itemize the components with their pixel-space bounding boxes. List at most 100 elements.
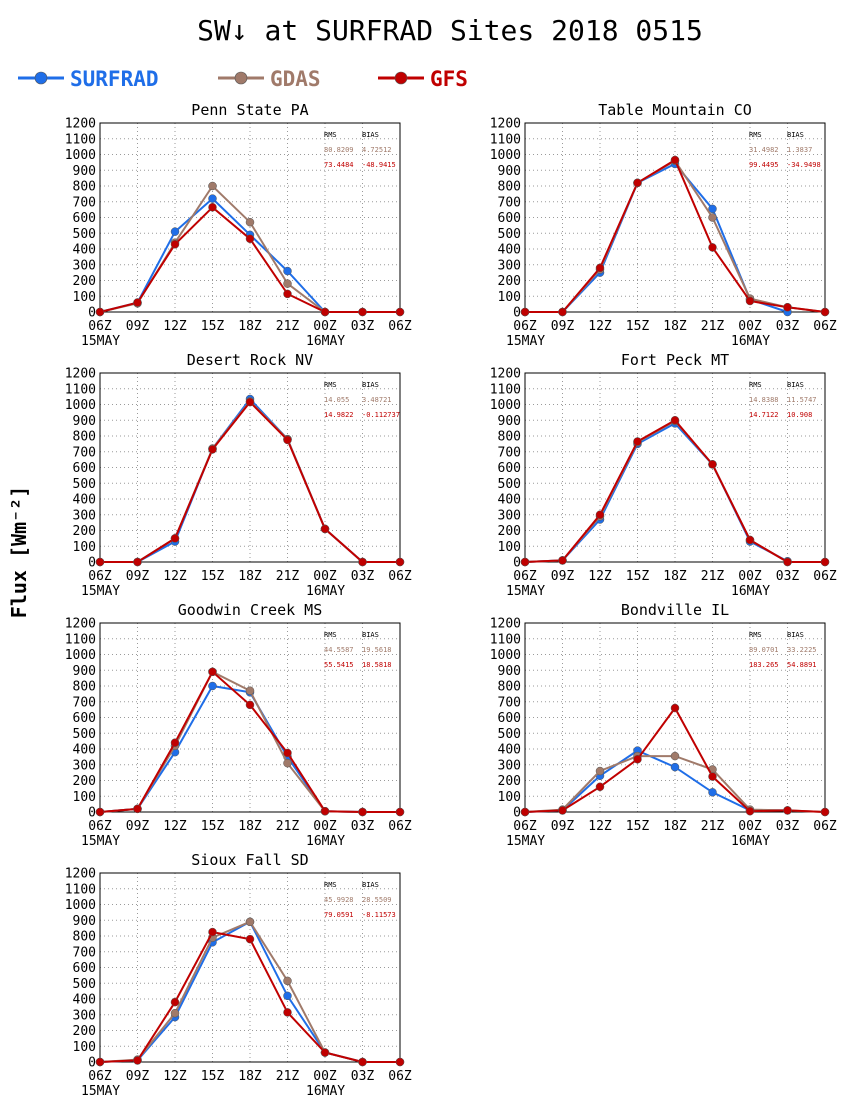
x-tick-label: 15Z [626,319,650,334]
data-point-gfs [595,263,605,273]
data-point-gdas [283,279,292,288]
x-tick-label: 06Z [88,1069,112,1084]
y-tick-label: 900 [498,164,521,179]
y-tick-label: 0 [513,806,521,821]
date-label: 15MAY [506,334,545,349]
stats-header-bias: BIAS [362,131,379,139]
x-tick-label: 06Z [513,569,537,584]
data-point-surfrad [208,194,217,203]
data-point-gfs [670,416,680,425]
y-tick-label: 200 [498,774,521,789]
date-label: 16MAY [306,584,345,599]
y-tick-label: 100 [73,790,96,805]
x-tick-label: 21Z [701,319,725,334]
data-point-gdas [283,758,292,768]
y-tick-label: 100 [73,1040,96,1055]
stats-header-rms: RMS [324,631,337,639]
data-point-gfs [520,307,530,317]
y-tick-label: 200 [73,774,96,789]
panel-title: Desert Rock NV [187,351,313,369]
stats-gdas-bias: 3.48721 [362,396,392,404]
x-tick-label: 18Z [663,569,687,584]
y-tick-label: 1200 [65,867,96,882]
y-tick-label: 900 [73,664,96,679]
y-tick-label: 500 [498,477,521,492]
plot-frame [99,372,401,563]
data-point-gfs [170,738,180,747]
stats-gdas-bias: 28.5509 [362,896,392,904]
y-tick-label: 1100 [65,132,96,147]
stats-gdas-bias: 1.3837 [787,146,812,154]
data-point-gfs [820,557,830,567]
x-tick-label: 18Z [663,819,687,834]
data-point-gfs [395,1057,405,1067]
data-point-gfs [670,703,680,713]
series-gdas [520,156,830,317]
data-point-gfs [595,510,605,519]
y-tick-label: 600 [498,461,521,476]
series-line-surfrad [524,749,788,813]
y-tick-label: 1000 [490,398,521,413]
y-tick-label: 400 [73,493,96,508]
x-tick-label: 18Z [238,819,262,834]
grid-lines [525,373,825,562]
grid-lines [100,623,400,812]
y-tick-label: 1000 [65,648,96,663]
y-axis-label: Flux [Wm⁻²] [7,486,31,618]
x-tick-label: 15Z [201,569,225,584]
data-point-surfrad [708,788,717,797]
data-point-gfs [320,806,330,816]
stats-gfs-rms: 73.4484 [324,161,354,169]
x-tick-label: 21Z [701,819,725,834]
x-tick-label: 06Z [513,319,537,334]
series-gdas [95,667,405,817]
x-tick-label: 21Z [276,319,300,334]
x-tick-label: 06Z [88,819,112,834]
y-tick-label: 1200 [65,117,96,132]
x-tick-label: 09Z [551,319,575,334]
y-tick-label: 500 [498,227,521,242]
stats-header-bias: BIAS [787,631,804,639]
panel-title: Fort Peck MT [621,351,729,369]
y-tick-label: 600 [73,211,96,226]
y-tick-label: 900 [498,414,521,429]
y-tick-label: 700 [498,195,521,210]
x-tick-label: 09Z [126,569,150,584]
data-point-gfs [133,298,142,307]
stats-table: RMS BIAS 14.8388 11.5747 14.7122 10.908 [749,381,817,419]
panel-desert-rock-nv: Desert Rock NV 01002003004005006007008009… [65,351,412,599]
data-point-gfs [558,806,567,815]
x-tick-label: 06Z [813,319,837,334]
series-gdas [520,416,830,567]
date-label: 16MAY [306,334,345,349]
y-tick-label: 900 [73,914,96,929]
y-tick-label: 200 [498,524,521,539]
y-tick-label: 1200 [490,367,521,382]
x-tick-label: 09Z [551,819,575,834]
panel-bondville-il: Bondville IL 0100200300400500600700800900… [490,601,837,849]
stats-header-rms: RMS [749,131,762,139]
stats-table: RMS BIAS 80.8209 4.72512 73.4484 -48.9415 [324,131,396,169]
data-point-gfs [633,754,642,764]
stats-gdas-rms: 89.0701 [749,646,779,654]
date-label: 16MAY [731,334,770,349]
stats-header-bias: BIAS [362,381,379,389]
y-tick-label: 700 [73,195,96,210]
y-tick-label: 700 [498,695,521,710]
data-point-gfs [245,397,255,407]
stats-gfs-bias: -34.9498 [787,161,821,169]
y-tick-label: 300 [498,258,521,273]
stats-gdas-bias: 4.72512 [362,146,392,154]
x-tick-label: 06Z [88,569,112,584]
data-point-gfs [245,700,255,710]
plot-frame [524,622,826,813]
series-gfs [95,203,405,317]
date-label: 15MAY [81,1084,120,1099]
panel-title: Sioux Fall SD [191,851,308,869]
